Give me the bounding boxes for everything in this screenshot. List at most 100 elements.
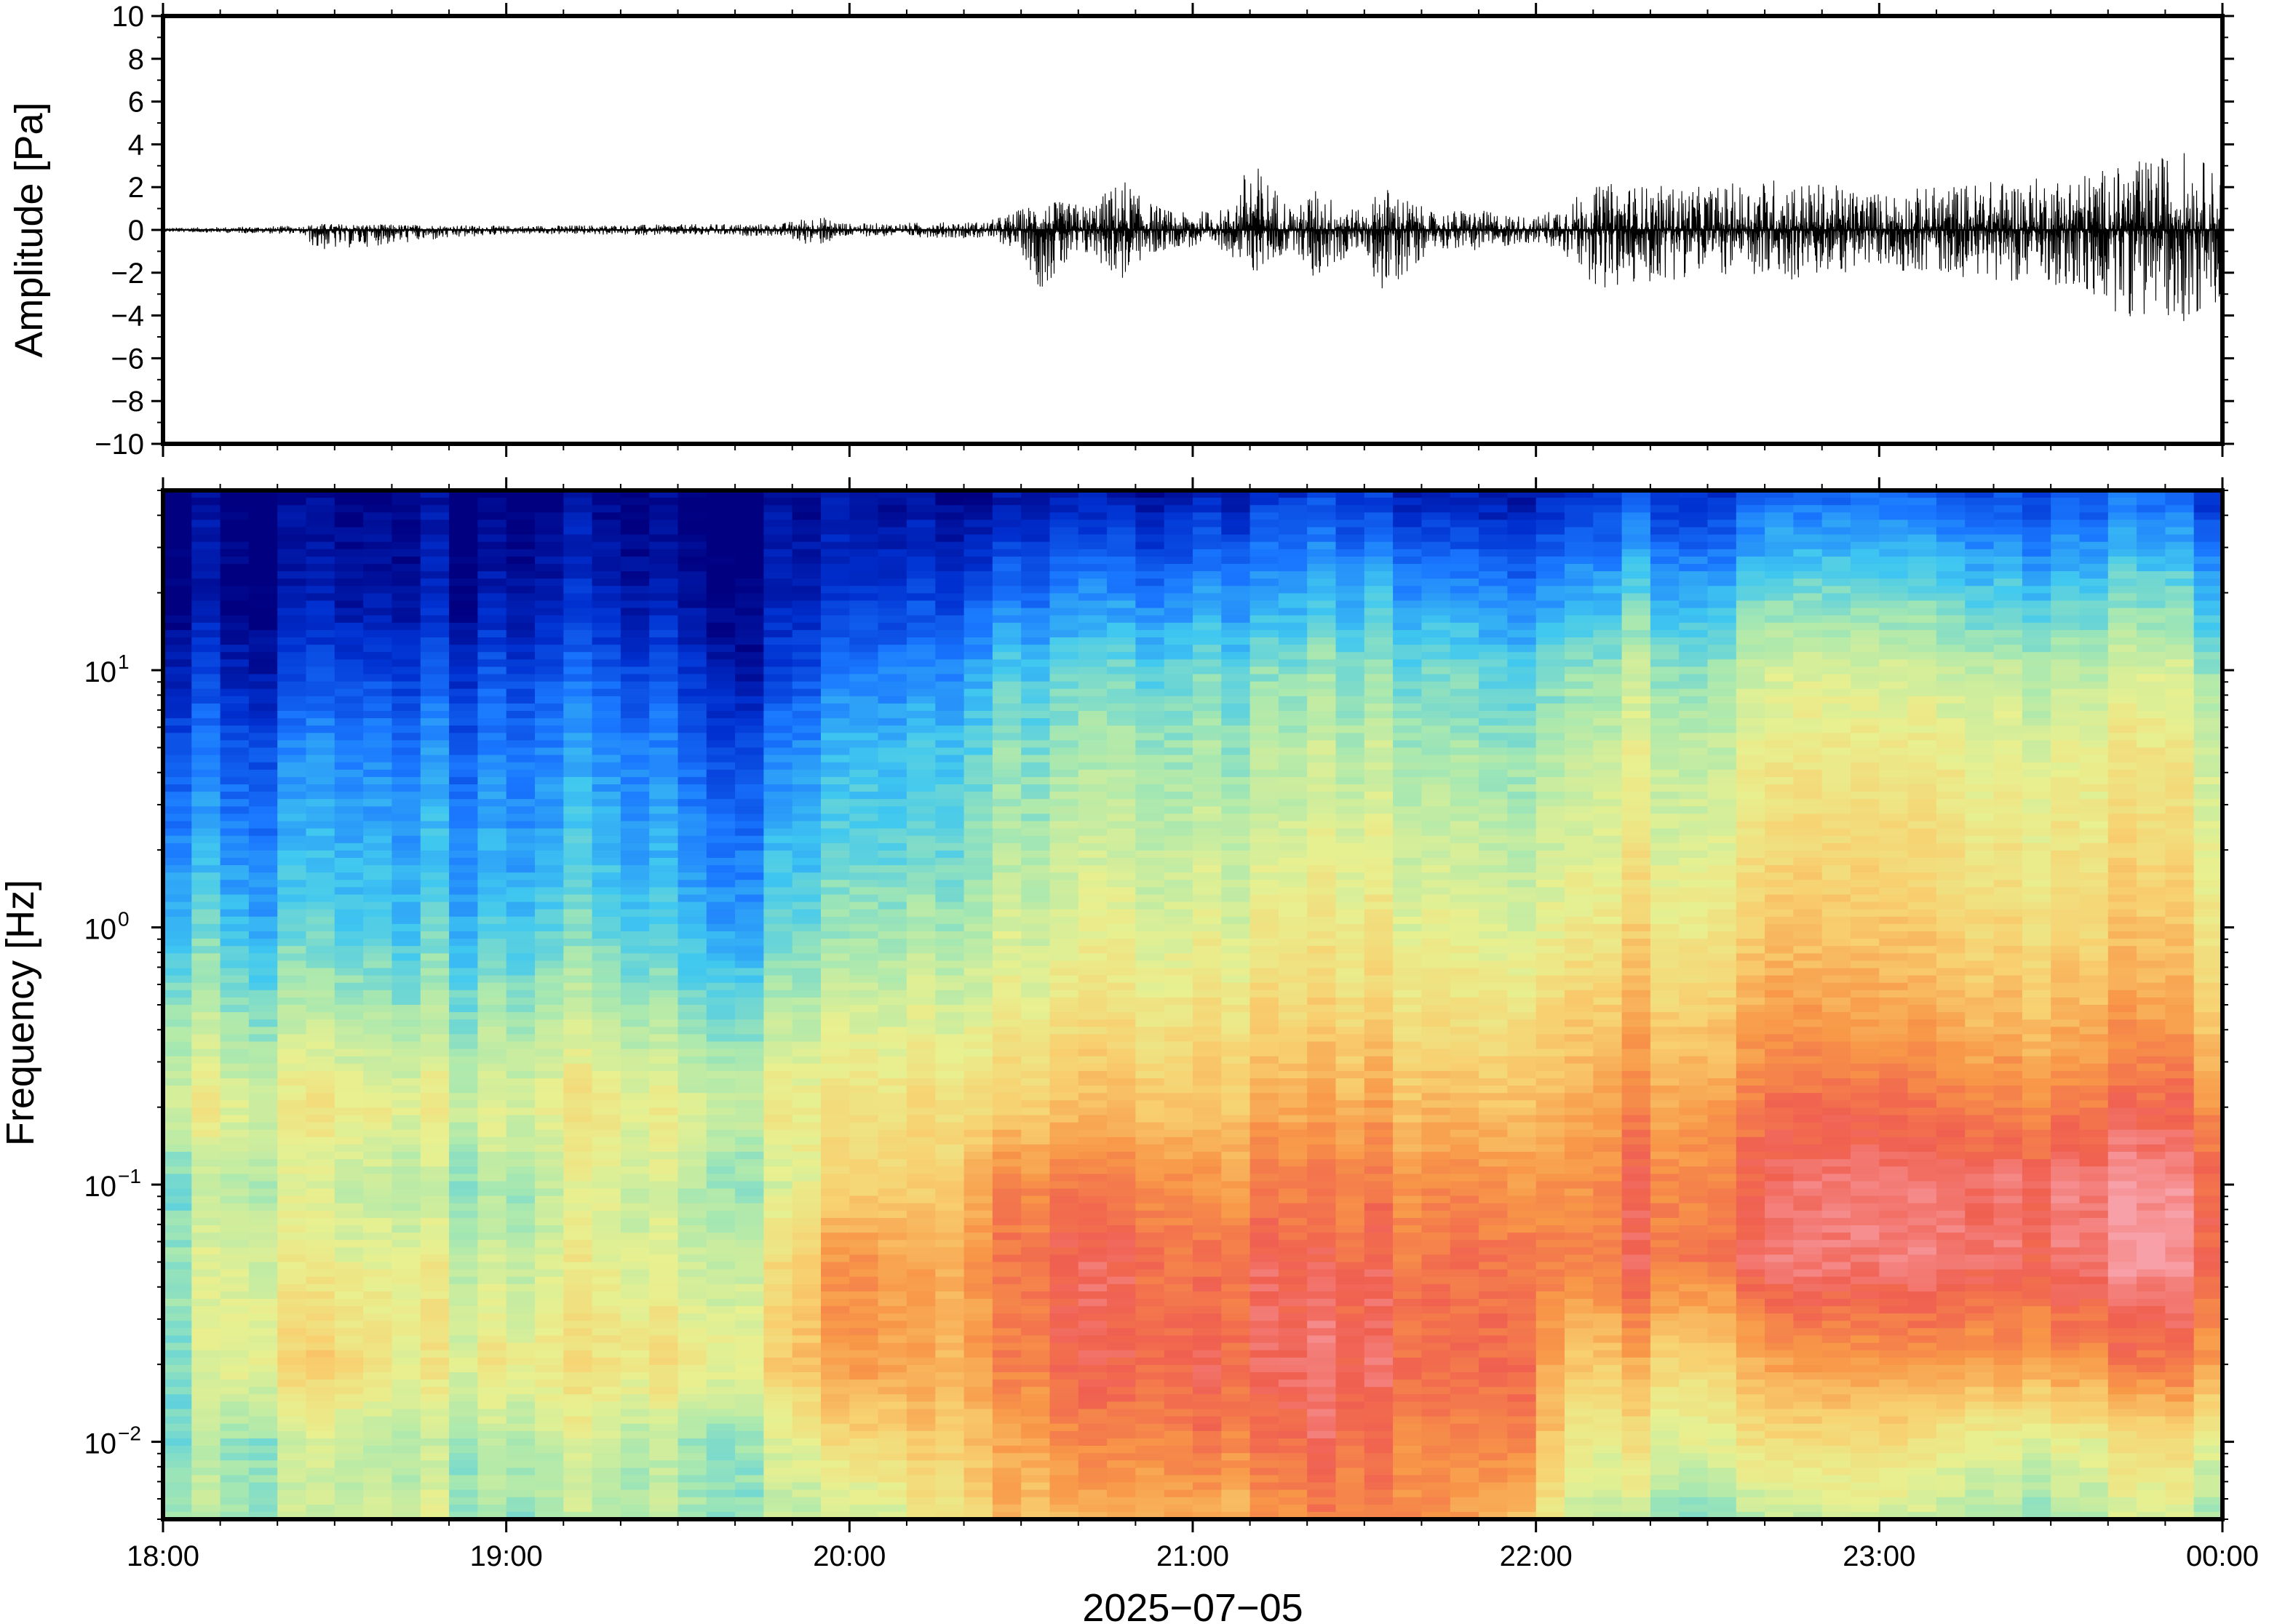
spectrogram-cell xyxy=(420,520,450,528)
spectrogram-cell xyxy=(306,1217,335,1226)
spectrogram-cell xyxy=(535,1210,565,1219)
spectrogram-cell xyxy=(935,1056,965,1064)
spectrogram-cell xyxy=(649,1115,679,1123)
spectrogram-cell xyxy=(1107,681,1137,690)
spectrogram-cell xyxy=(420,939,450,947)
spectrogram-cell xyxy=(992,755,1022,763)
spectrogram-cell xyxy=(477,1313,507,1322)
spectrogram-cell xyxy=(248,1489,278,1498)
spectrogram-cell xyxy=(420,1380,450,1388)
spectrogram-cell xyxy=(677,850,707,859)
spectrogram-cell xyxy=(363,1468,393,1476)
spectrogram-cell xyxy=(334,1174,364,1182)
spectrogram-cell xyxy=(1078,1313,1108,1322)
spectrogram-cell xyxy=(992,652,1022,661)
spectrogram-cell xyxy=(935,615,965,624)
spectrogram-cell xyxy=(191,629,221,638)
spectrogram-cell xyxy=(392,828,421,837)
spectrogram-cell xyxy=(992,1225,1022,1233)
spectrogram-cell xyxy=(163,1115,193,1123)
spectrogram-cell xyxy=(277,645,307,653)
spectrogram-cell xyxy=(306,1005,335,1013)
spectrogram-cell xyxy=(735,821,765,829)
spectrogram-cell xyxy=(620,923,650,932)
spectrogram-cell xyxy=(763,725,793,734)
spectrogram-cell xyxy=(1021,1475,1051,1484)
spectrogram-cell xyxy=(420,1210,450,1219)
spectrogram-cell xyxy=(620,1342,650,1351)
spectrogram-cell xyxy=(992,1269,1022,1278)
spectrogram-cell xyxy=(1135,681,1165,690)
spectrogram-cell xyxy=(306,498,335,506)
spectrogram-cell xyxy=(677,1056,707,1064)
spectrogram-cell xyxy=(1049,960,1079,969)
spectrogram-cell xyxy=(506,490,536,498)
spectrogram-cell xyxy=(906,1504,936,1513)
spectrogram-cell xyxy=(906,939,936,947)
spectrogram-cell xyxy=(449,1005,479,1013)
waveform-trace xyxy=(162,153,2223,322)
spectrogram-cell xyxy=(706,733,736,741)
spectrogram-cell xyxy=(963,1056,993,1064)
spectrogram-cell xyxy=(1107,1262,1137,1270)
spectrogram-cell xyxy=(763,1468,793,1476)
spectrogram-cell xyxy=(392,1504,421,1513)
spectrogram-cell xyxy=(334,1166,364,1175)
spectrogram-cell xyxy=(878,1034,907,1043)
spectrogram-cell xyxy=(334,498,364,506)
spectrogram-cell xyxy=(506,755,536,763)
spectrogram-cell xyxy=(420,858,450,866)
spectrogram-cell xyxy=(763,792,793,800)
spectrogram-cell xyxy=(392,1291,421,1299)
spectrogram-cell xyxy=(363,1321,393,1329)
spectrogram-cell xyxy=(191,894,221,903)
spectrogram-cell xyxy=(306,1137,335,1145)
spectrogram-cell xyxy=(163,813,193,822)
spectrogram-cell xyxy=(220,593,250,602)
spectrogram-cell xyxy=(706,923,736,932)
spectrogram-cell xyxy=(821,505,851,514)
spectrogram-cell xyxy=(220,946,250,955)
spectrogram-cell xyxy=(677,593,707,602)
spectrogram-cell xyxy=(763,571,793,579)
spectrogram-cell xyxy=(506,1394,536,1403)
spectrogram-cell xyxy=(191,696,221,704)
spectrogram-cell xyxy=(620,835,650,844)
spectrogram-cell xyxy=(935,1475,965,1484)
spectrogram-cell xyxy=(506,1100,536,1109)
spectrogram-cell xyxy=(849,1489,879,1498)
spectrogram-cell xyxy=(677,865,707,873)
spectrogram-cell xyxy=(306,1276,335,1285)
spectrogram-cell xyxy=(220,813,250,822)
spectrogram-cell xyxy=(620,637,650,645)
spectrogram-cell xyxy=(677,1357,707,1366)
spectrogram-cell xyxy=(935,622,965,631)
spectrogram-cell xyxy=(878,865,907,873)
spectrogram-cell xyxy=(763,593,793,602)
spectrogram-cell xyxy=(535,762,565,771)
spectrogram-cell xyxy=(191,666,221,675)
spectrogram-cell xyxy=(334,776,364,785)
spectrogram-cell xyxy=(677,1188,707,1197)
spectrogram-cell xyxy=(1107,674,1137,682)
spectrogram-cell xyxy=(535,1468,565,1476)
spectrogram-cell xyxy=(363,490,393,498)
spectrogram-cell xyxy=(821,1446,851,1454)
spectrogram-cell xyxy=(735,1137,765,1145)
spectrogram-cell xyxy=(792,931,822,939)
spectrogram-cell xyxy=(849,1254,879,1263)
spectrogram-cell xyxy=(191,645,221,653)
spectrogram-cell xyxy=(363,1107,393,1116)
spectrogram-cell xyxy=(392,490,421,498)
spectrogram-cell xyxy=(763,813,793,822)
spectrogram-cell xyxy=(163,909,193,918)
spectrogram-cell xyxy=(792,659,822,668)
spectrogram-cell xyxy=(191,659,221,668)
spectrogram-cell xyxy=(1107,1504,1137,1513)
spectrogram-cell xyxy=(449,1093,479,1102)
spectrogram-cell xyxy=(248,1166,278,1175)
spectrogram-cell xyxy=(420,659,450,668)
spectrogram-cell xyxy=(248,872,278,881)
spectrogram-cell xyxy=(849,1027,879,1035)
spectrogram-cell xyxy=(706,828,736,837)
